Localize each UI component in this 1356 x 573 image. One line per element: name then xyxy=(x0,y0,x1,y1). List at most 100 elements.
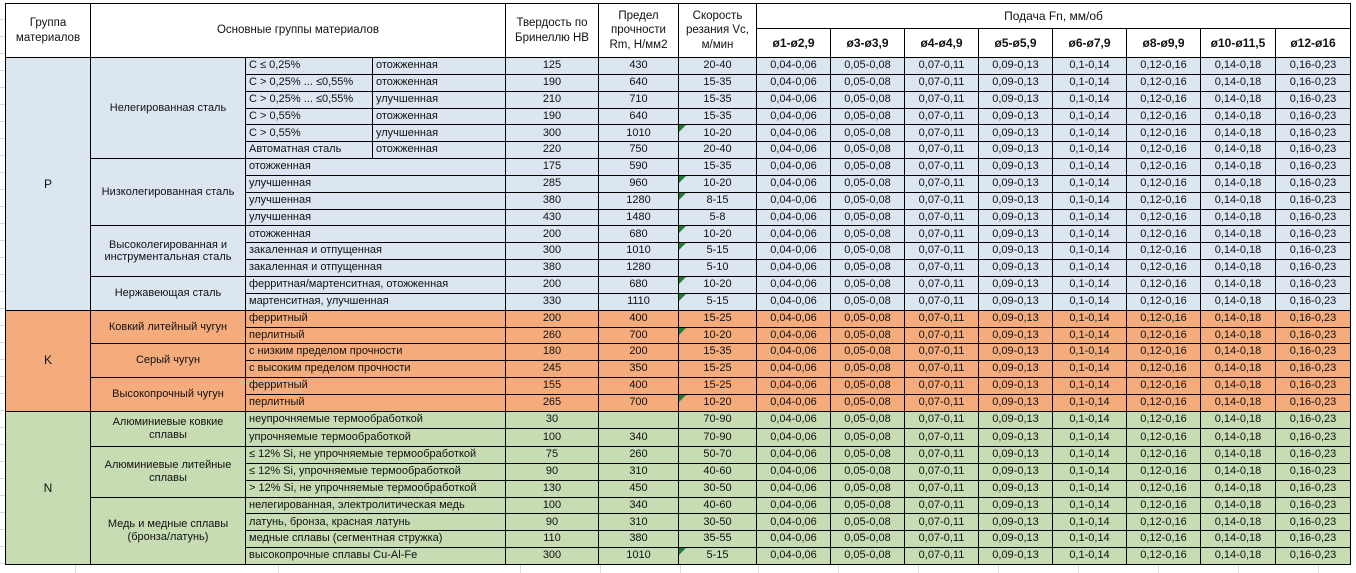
feed-cell: 0,16-0,23 xyxy=(1274,90,1352,109)
group-letter-cell: K xyxy=(5,309,91,412)
material-subgroup-cell: Нержавеющая сталь xyxy=(90,275,246,311)
feed-cell: 0,09-0,13 xyxy=(978,90,1053,109)
feed-cell: 0,16-0,23 xyxy=(1274,174,1352,193)
strength-cell: 380 xyxy=(598,530,679,549)
feed-cell: 0,05-0,08 xyxy=(830,90,905,109)
hardness-cell: 300 xyxy=(505,124,599,143)
feed-cell: 0,1-0,14 xyxy=(1052,174,1127,193)
feed-cell: 0,14-0,18 xyxy=(1200,225,1276,244)
feed-cell: 0,14-0,18 xyxy=(1200,73,1276,92)
feed-cell: 0,1-0,14 xyxy=(1052,73,1127,92)
hardness-cell: 30 xyxy=(505,410,599,430)
material-type-cell: ферритный xyxy=(245,377,506,395)
feed-cell: 0,14-0,18 xyxy=(1200,208,1276,227)
material-type-cell: C > 0,25% ... ≤0,55% xyxy=(245,73,373,92)
feed-cell: 0,04-0,06 xyxy=(756,360,831,379)
feed-cell: 0,05-0,08 xyxy=(830,208,905,227)
feed-cell: 0,07-0,11 xyxy=(904,174,979,193)
material-type-cell: улучшенная xyxy=(245,174,506,193)
feed-cell: 0,12-0,16 xyxy=(1126,393,1201,412)
feed-cell: 0,1-0,14 xyxy=(1052,479,1127,498)
feed-cell: 0,09-0,13 xyxy=(978,191,1053,210)
cutting-speed-cell: 30-50 xyxy=(678,479,757,498)
strength-cell: 340 xyxy=(598,428,679,447)
feed-cell: 0,14-0,18 xyxy=(1200,496,1276,515)
feed-cell: 0,09-0,13 xyxy=(978,275,1053,294)
feed-cell: 0,12-0,16 xyxy=(1126,225,1201,244)
feed-cell: 0,16-0,23 xyxy=(1274,547,1352,565)
feed-cell: 0,07-0,11 xyxy=(904,124,979,143)
table-row: Автоматная сталь отожженная 220 750 20-40 0,0… xyxy=(5,141,1352,160)
strength-cell: 960 xyxy=(598,174,679,193)
feed-cell: 0,05-0,08 xyxy=(830,462,905,481)
feed-cell: 0,16-0,23 xyxy=(1274,479,1352,498)
table-row: Нержавеющая сталь ферритная/мартенситная,… xyxy=(5,275,1352,311)
material-type-cell: упрочняемые термообработкой xyxy=(245,428,506,447)
treatment-cell: улучшенная xyxy=(372,124,506,143)
hardness-cell: 100 xyxy=(505,496,599,515)
feed-cell: 0,09-0,13 xyxy=(978,57,1053,75)
feed-cell: 0,16-0,23 xyxy=(1274,158,1352,176)
green-corner-flag-icon xyxy=(679,294,686,301)
feed-cell: 0,12-0,16 xyxy=(1126,547,1201,565)
feed-cell: 0,04-0,06 xyxy=(756,73,831,92)
green-corner-flag-icon xyxy=(679,327,686,335)
table-row: высокопрочные сплавы Cu-Al-Fe 300 1010 5-15… xyxy=(5,547,1352,565)
feed-cell: 0,16-0,23 xyxy=(1274,462,1352,481)
feed-cell: 0,07-0,11 xyxy=(904,141,979,160)
hardness-cell: 90 xyxy=(505,462,599,481)
feed-cell: 0,14-0,18 xyxy=(1200,158,1276,176)
feed-cell: 0,14-0,18 xyxy=(1200,428,1276,447)
cutting-speed-cell: 40-60 xyxy=(678,496,757,515)
feed-cell: 0,16-0,23 xyxy=(1274,530,1352,549)
feed-cell: 0,04-0,06 xyxy=(756,410,831,430)
feed-cell: 0,07-0,11 xyxy=(904,309,979,328)
feed-cell: 0,09-0,13 xyxy=(978,462,1053,481)
feed-cell: 0,16-0,23 xyxy=(1274,326,1352,345)
material-subgroup-cell: Высоколегированная и инструментальная ст… xyxy=(90,225,246,277)
feed-cell: 0,1-0,14 xyxy=(1052,275,1127,294)
feed-cell: 0,1-0,14 xyxy=(1052,242,1127,261)
cutting-speed-cell: 10-20 xyxy=(678,174,757,193)
material-type-cell: с высоким пределом прочности xyxy=(245,360,506,379)
material-type-cell: ≤ 12% Si, не упрочняемые термообработкой xyxy=(245,446,506,464)
feed-cell: 0,04-0,06 xyxy=(756,259,831,277)
cutting-speed-cell: 20-40 xyxy=(678,141,757,160)
feed-cell: 0,07-0,11 xyxy=(904,242,979,261)
feed-cell: 0,1-0,14 xyxy=(1052,124,1127,143)
table-row: упрочняемые термообработкой 100 340 70-90 0,… xyxy=(5,428,1352,447)
feed-cell: 0,04-0,06 xyxy=(756,479,831,498)
hardness-cell: 220 xyxy=(505,141,599,160)
feed-cell: 0,12-0,16 xyxy=(1126,446,1201,464)
feed-cell: 0,09-0,13 xyxy=(978,377,1053,395)
feed-cell: 0,14-0,18 xyxy=(1200,393,1276,412)
feed-cell: 0,04-0,06 xyxy=(756,275,831,294)
feed-cell: 0,12-0,16 xyxy=(1126,462,1201,481)
treatment-cell: улучшенная xyxy=(372,90,506,109)
strength-cell: 400 xyxy=(598,309,679,328)
feed-cell: 0,1-0,14 xyxy=(1052,513,1127,532)
feed-cell: 0,07-0,11 xyxy=(904,428,979,447)
header-cutting-speed: Скорость резания Vc, м/мин xyxy=(678,3,757,58)
feed-cell: 0,16-0,23 xyxy=(1274,410,1352,430)
strength-cell: 430 xyxy=(598,57,679,75)
feed-cell: 0,09-0,13 xyxy=(978,124,1053,143)
feed-cell: 0,04-0,06 xyxy=(756,513,831,532)
material-type-cell: с низким пределом прочности xyxy=(245,343,506,362)
feed-cell: 0,16-0,23 xyxy=(1274,446,1352,464)
group-letter-cell: P xyxy=(5,57,91,311)
material-subgroup-cell: Высокопрочный чугун xyxy=(90,377,246,412)
material-type-cell: нелегированная, электролитическая медь xyxy=(245,496,506,515)
feed-cell: 0,09-0,13 xyxy=(978,225,1053,244)
feed-cell: 0,14-0,18 xyxy=(1200,191,1276,210)
feed-cell: 0,16-0,23 xyxy=(1274,107,1352,126)
cutting-speed-cell: 15-35 xyxy=(678,343,757,362)
feed-cell: 0,05-0,08 xyxy=(830,393,905,412)
feed-cell: 0,12-0,16 xyxy=(1126,309,1201,328)
material-type-cell: неупрочняемые термообработкой xyxy=(245,410,506,430)
feed-cell: 0,16-0,23 xyxy=(1274,513,1352,532)
material-type-cell: ферритная/мартенситная, отожженная xyxy=(245,275,506,294)
feed-cell: 0,09-0,13 xyxy=(978,393,1053,412)
material-type-cell: C ≤ 0,25% xyxy=(245,57,373,75)
cutting-speed-cell: 5-15 xyxy=(678,292,757,311)
